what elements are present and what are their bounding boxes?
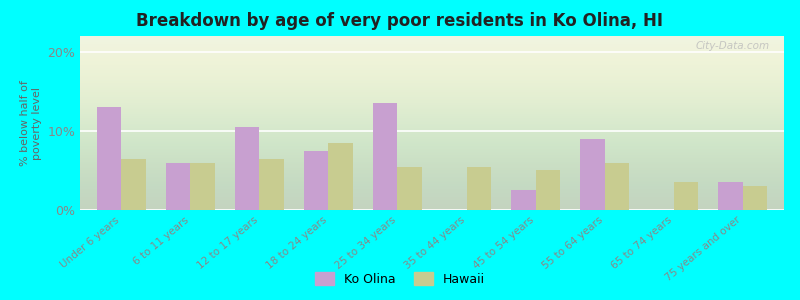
Bar (580, 139, 605, 210)
Bar (718, 182, 742, 210)
Text: Breakdown by age of very poor residents in Ko Olina, HI: Breakdown by age of very poor residents … (137, 12, 663, 30)
Bar (235, 127, 259, 210)
Y-axis label: % below half of
poverty level: % below half of poverty level (20, 80, 42, 166)
Bar (374, 103, 398, 210)
Bar (398, 167, 422, 210)
Bar (466, 167, 490, 210)
Bar (259, 159, 284, 210)
Text: City-Data.com: City-Data.com (696, 41, 770, 51)
Bar (605, 163, 629, 210)
Bar (122, 159, 146, 210)
Bar (166, 163, 190, 210)
Bar (511, 190, 535, 210)
Bar (674, 182, 698, 210)
Bar (304, 151, 329, 210)
Bar (98, 107, 122, 210)
Bar (742, 186, 766, 210)
Legend: Ko Olina, Hawaii: Ko Olina, Hawaii (310, 267, 490, 291)
Bar (329, 143, 353, 210)
Bar (535, 170, 560, 210)
Bar (190, 163, 214, 210)
